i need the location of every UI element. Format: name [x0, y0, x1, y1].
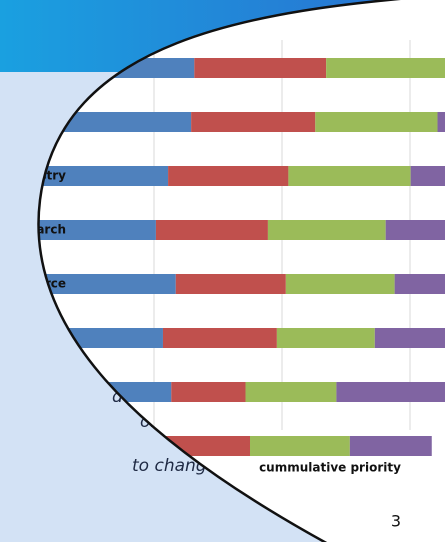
bar-segment — [245, 382, 337, 402]
bar-segment — [38, 274, 176, 294]
bar-segment — [276, 328, 375, 348]
bar-segment — [38, 112, 192, 132]
x-axis-label: cummulative priority — [259, 461, 401, 475]
bar-segment — [171, 382, 246, 402]
magnifier — [38, 0, 445, 542]
bar-segment — [288, 166, 411, 186]
chart: 204060cummulative prioritypactdustryearc… — [28, 40, 445, 475]
category-label: earch — [28, 223, 66, 237]
bar-segment — [38, 220, 156, 240]
bar-segment — [155, 220, 268, 240]
bar-segment — [374, 328, 445, 348]
bar-segment — [349, 436, 432, 456]
bar-segment — [250, 436, 350, 456]
bar-segment — [410, 166, 445, 186]
magnifier-outline — [37, 0, 401, 542]
page-number: 3 — [391, 512, 401, 531]
bar-segment — [315, 112, 438, 132]
bar-segment — [326, 58, 445, 78]
bar-segment — [191, 112, 316, 132]
bar-segment — [336, 382, 445, 402]
bar-segment — [394, 274, 445, 294]
bar-segment — [437, 112, 445, 132]
bar-segment — [175, 274, 286, 294]
bar-segment — [168, 166, 289, 186]
bar-segment — [385, 220, 445, 240]
bar-segment — [285, 274, 395, 294]
bar-segment — [38, 166, 169, 186]
bar-segment — [194, 58, 327, 78]
bar-segment — [162, 328, 277, 348]
bar-segment — [267, 220, 386, 240]
